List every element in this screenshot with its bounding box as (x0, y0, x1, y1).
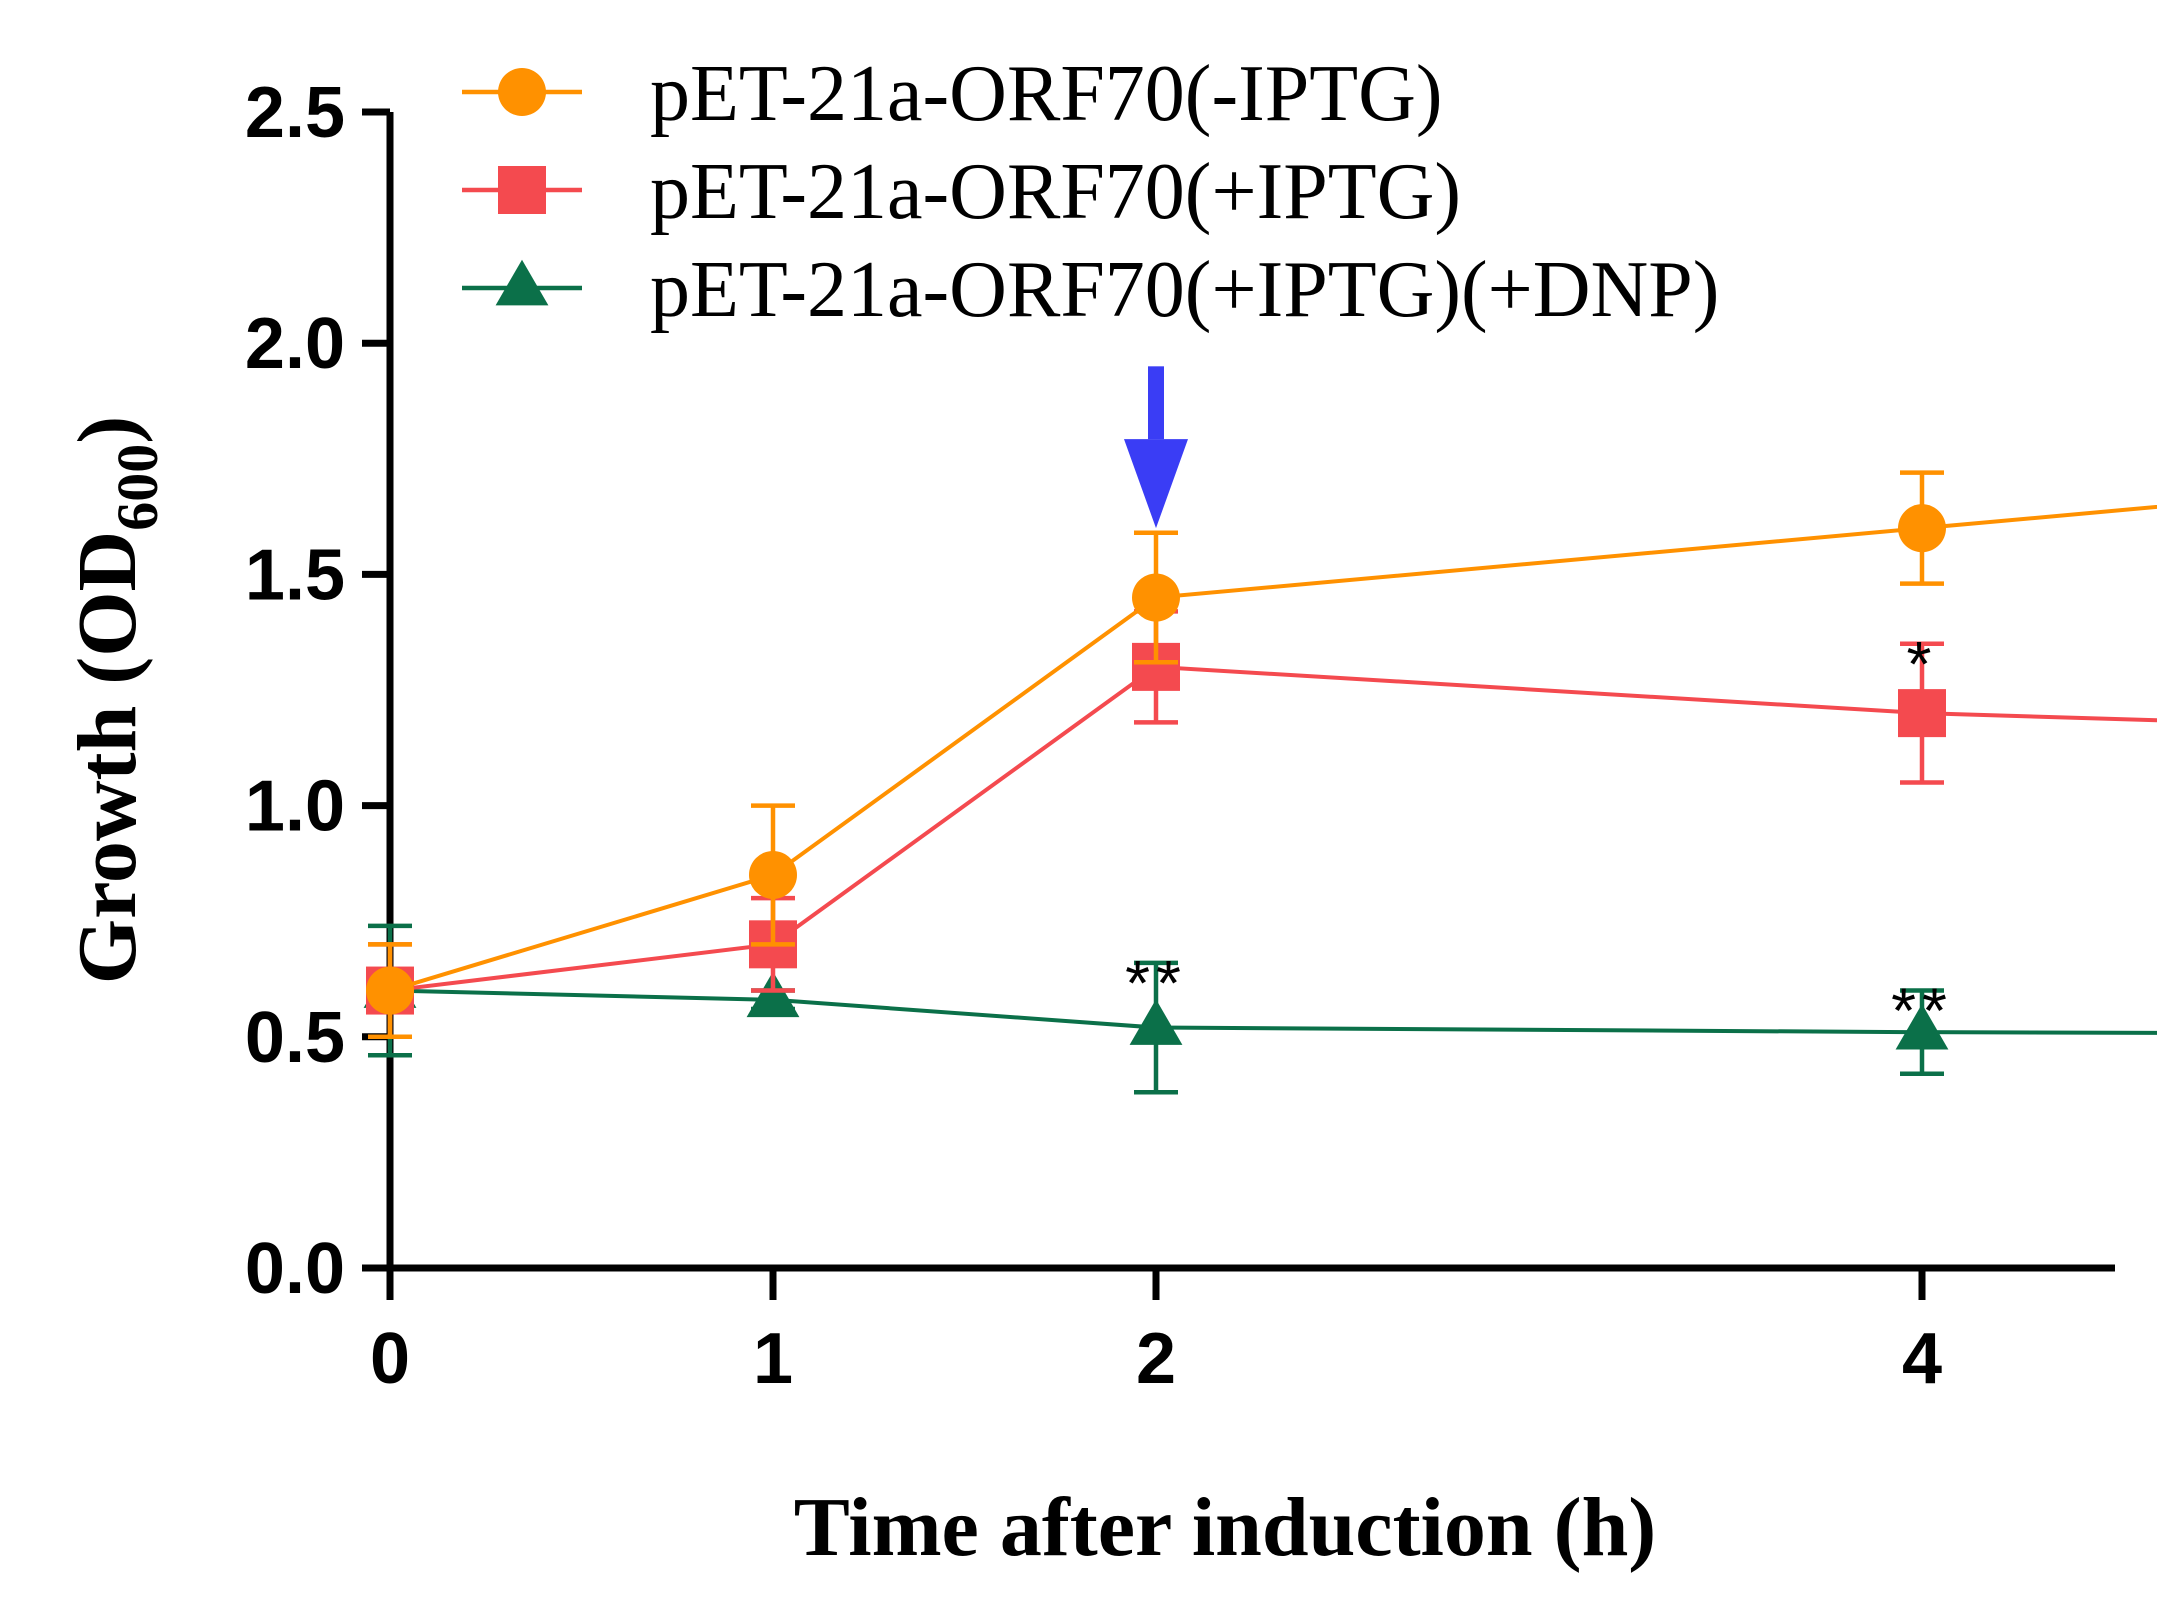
x-tick-label: 1 (753, 1319, 793, 1399)
y-axis-title: Growth (OD600) (61, 416, 170, 984)
circle-marker (1132, 573, 1180, 622)
significance-stars: ** (1125, 947, 1187, 1019)
series-3 (363, 923, 2157, 1095)
y-axis-title-close: ) (61, 416, 154, 444)
axis-titles: Time after induction (h) Growth (OD600) (61, 416, 1656, 1574)
y-tick-label: 2.0 (245, 304, 345, 384)
circle-marker (366, 966, 414, 1015)
legend-label: pET-21a-ORF70(+IPTG) (650, 148, 1461, 236)
annotation-layer: ************* (1124, 366, 1953, 1047)
circle-marker (749, 850, 797, 899)
y-tick-label: 1.5 (245, 535, 345, 615)
legend-label: pET-21a-ORF70(-IPTG) (650, 50, 1443, 138)
y-axis-title-subscript: 600 (105, 444, 170, 531)
legend: pET-21a-ORF70(-IPTG) pET-21a-ORF70(+IPTG)… (462, 50, 1719, 334)
y-tick-label: 1.0 (245, 767, 345, 847)
y-axis-title-main: Growth (OD (61, 531, 154, 984)
y-tick-label: 2.5 (245, 73, 345, 153)
legend-item-3: pET-21a-ORF70(+IPTG)(+DNP) (462, 246, 1719, 334)
y-tick-label: 0.5 (245, 998, 345, 1078)
legend-item-2: pET-21a-ORF70(+IPTG) (462, 148, 1461, 236)
significance-stars: ** (1891, 975, 1953, 1047)
square-marker (498, 166, 546, 214)
x-tick-label: 2 (1136, 1319, 1176, 1399)
series-line (389, 504, 2157, 993)
triangle-marker (1129, 999, 1183, 1045)
series-layer (363, 470, 2157, 1095)
x-tick-label: 4 (1902, 1319, 1942, 1399)
triangle-marker (746, 971, 800, 1018)
induction-arrow (1124, 366, 1188, 529)
y-tick-label: 0.0 (245, 1229, 345, 1309)
series-2 (366, 609, 2157, 1040)
circle-marker (1898, 504, 1946, 553)
significance-stars: * (1907, 628, 1938, 700)
legend-item-1: pET-21a-ORF70(-IPTG) (462, 50, 1443, 138)
arrow-head (1124, 439, 1188, 529)
triangle-marker (1895, 1003, 1949, 1050)
legend-label: pET-21a-ORF70(+IPTG)(+DNP) (650, 246, 1719, 334)
series-line (389, 988, 2157, 1035)
square-marker (1898, 689, 1946, 738)
x-tick-label: 0 (370, 1319, 410, 1399)
circle-marker (498, 68, 546, 116)
axes: 0.00.51.01.52.02.5012468 (245, 73, 2115, 1399)
x-axis-title: Time after induction (h) (794, 1481, 1657, 1574)
series-line (389, 664, 2157, 993)
arrow-shaft (1148, 366, 1164, 440)
triangle-marker (495, 259, 549, 306)
series-1 (366, 470, 2157, 1040)
